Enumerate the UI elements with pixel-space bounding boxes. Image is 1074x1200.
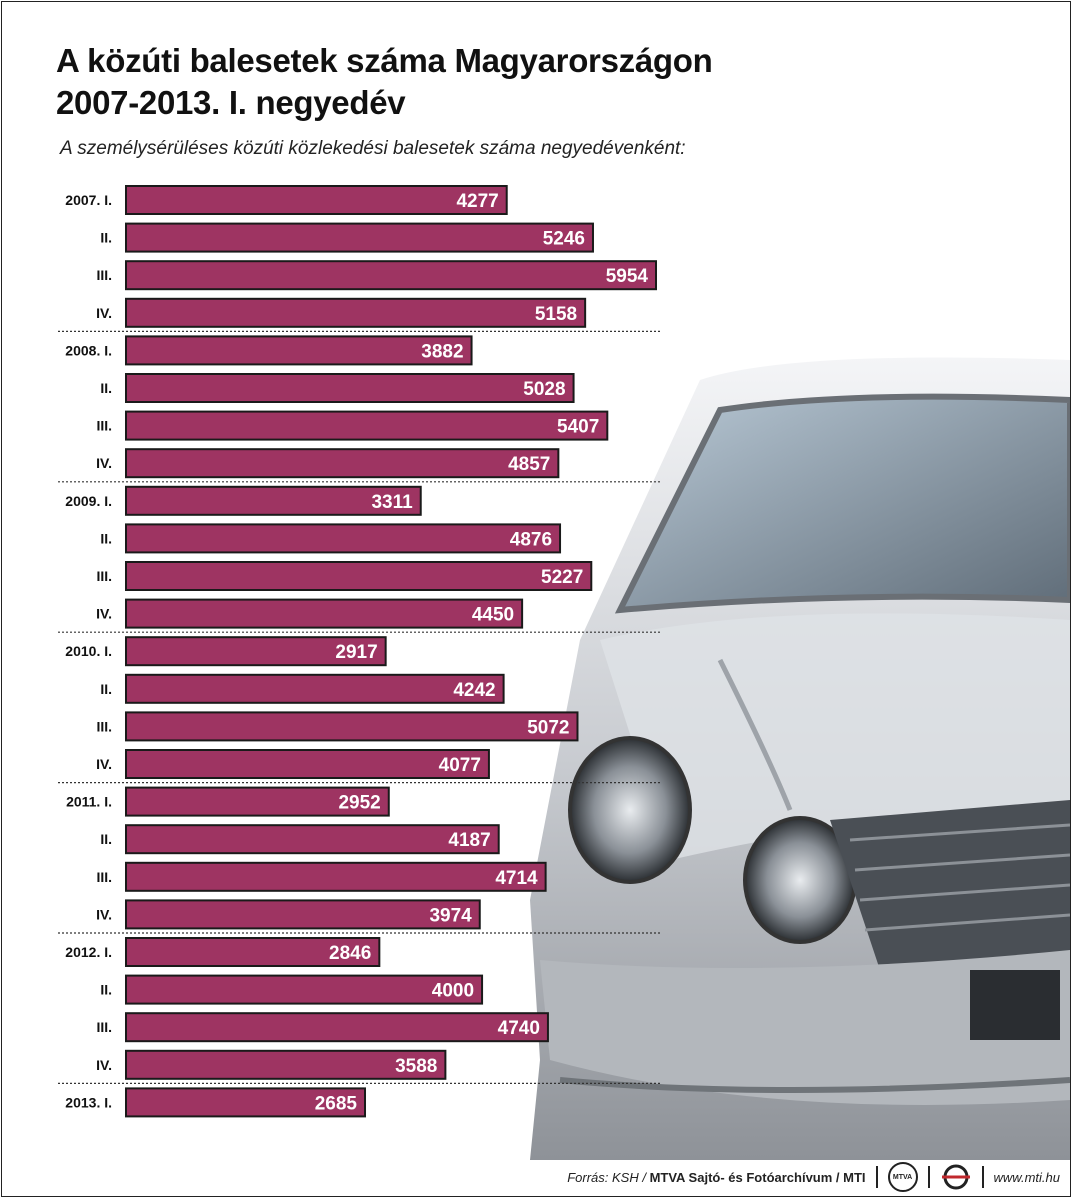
category-label: IV.	[96, 455, 112, 471]
category-label: 2007. I.	[65, 192, 112, 208]
bar	[125, 937, 381, 967]
bar-value-label: 4187	[448, 830, 490, 851]
chart-subtitle: A személysérüléses közúti közlekedési ba…	[60, 138, 686, 159]
bar-value-label: 4740	[498, 1018, 540, 1039]
category-label: II.	[100, 530, 112, 546]
bar-value-label: 2917	[335, 642, 377, 663]
bar-value-label: 5954	[606, 266, 649, 287]
bar-value-label: 2685	[315, 1093, 358, 1114]
category-label: 2008. I.	[65, 342, 112, 358]
bar-value-label: 5072	[527, 717, 569, 738]
category-label: IV.	[96, 756, 112, 772]
bar-value-label: 4000	[432, 981, 474, 1002]
bar	[125, 824, 500, 855]
website-link[interactable]: www.mti.hu	[993, 1169, 1060, 1185]
footer-separator	[875, 1166, 878, 1188]
bar-value-label: 4277	[456, 191, 498, 212]
category-label: 2013. I.	[65, 1094, 112, 1110]
source-credit: Forrás: KSH / MTVA Sajtó- és Fotóarchívu…	[567, 1169, 866, 1185]
bar	[125, 636, 387, 667]
bar	[125, 598, 524, 629]
category-label: 2011. I.	[66, 794, 112, 810]
bar	[125, 260, 657, 291]
bar	[125, 1012, 549, 1043]
bar	[125, 185, 508, 215]
bar	[125, 222, 594, 253]
category-label: II.	[100, 681, 112, 697]
bar	[125, 561, 593, 591]
bar	[125, 974, 484, 1005]
category-label: III.	[96, 869, 112, 885]
bar	[125, 485, 422, 516]
bar	[125, 673, 505, 704]
category-label: II.	[100, 230, 112, 246]
bar	[125, 899, 481, 930]
bar-value-label: 4714	[495, 868, 538, 889]
bar-value-label: 3974	[429, 905, 472, 926]
bar	[125, 749, 490, 779]
bar-value-label: 3588	[395, 1056, 437, 1077]
mti-logo-icon	[941, 1164, 970, 1190]
category-label: II.	[100, 380, 112, 396]
category-label: III.	[96, 1019, 112, 1035]
bar-value-label: 3311	[371, 492, 413, 513]
bar-value-label: 2846	[329, 943, 371, 964]
category-label: IV.	[96, 305, 112, 321]
chart-title: A közúti balesetek száma Magyarországon …	[56, 40, 713, 124]
bar	[125, 1049, 447, 1080]
bar	[125, 373, 575, 403]
bar	[125, 335, 473, 366]
bar	[125, 297, 587, 328]
bar-value-label: 2952	[338, 793, 380, 814]
title-line-1: A közúti balesetek száma Magyarországon	[56, 42, 713, 79]
footer-separator	[927, 1166, 930, 1188]
bar	[125, 861, 547, 892]
footer: Forrás: KSH / MTVA Sajtó- és Fotóarchívu…	[540, 1162, 1060, 1192]
category-label: III.	[96, 568, 112, 584]
category-label: 2012. I.	[65, 944, 112, 960]
bar	[125, 786, 390, 817]
bar-value-label: 4857	[508, 454, 550, 475]
category-label: III.	[96, 418, 112, 434]
bar-value-label: 4450	[472, 605, 514, 626]
bar-value-label: 5158	[535, 304, 577, 325]
category-label: II.	[100, 982, 112, 998]
category-label: IV.	[96, 606, 112, 622]
bar	[125, 448, 560, 479]
bar-value-label: 4242	[453, 680, 495, 701]
bar	[125, 523, 562, 554]
bar-value-label: 5028	[523, 379, 565, 400]
bar	[125, 1087, 367, 1118]
bar	[125, 410, 609, 441]
category-label: IV.	[96, 906, 112, 922]
bar	[125, 711, 579, 742]
category-label: IV.	[96, 1057, 112, 1073]
footer-separator	[981, 1166, 984, 1188]
damaged-car-illustration	[530, 357, 1070, 1160]
category-label: II.	[100, 831, 112, 847]
category-label: III.	[96, 718, 112, 734]
bar-value-label: 5246	[543, 229, 585, 250]
bar-value-label: 3882	[421, 341, 463, 362]
bar-value-label: 5227	[541, 567, 583, 588]
bar-value-label: 4876	[510, 529, 552, 550]
category-label: 2009. I.	[65, 493, 112, 509]
category-label: III.	[96, 267, 112, 283]
bar-value-label: 4077	[439, 755, 481, 776]
category-label: 2010. I.	[65, 643, 112, 659]
mtva-logo: MTVA	[887, 1162, 918, 1192]
title-line-2: 2007-2013. I. negyedév	[56, 84, 406, 121]
bar-value-label: 5407	[557, 417, 599, 438]
